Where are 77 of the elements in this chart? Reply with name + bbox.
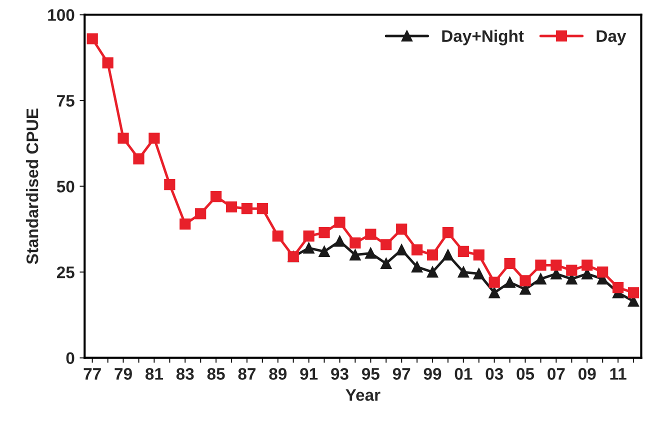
x-tick-label: 77	[84, 368, 101, 380]
point	[520, 275, 531, 286]
point	[365, 228, 376, 240]
point	[442, 227, 454, 238]
x-tick-label: 95	[362, 368, 380, 380]
point	[380, 239, 392, 250]
point	[86, 33, 98, 44]
point	[504, 276, 516, 288]
x-tick-label: 85	[207, 368, 225, 380]
y-axis-title: Standardised CPUE	[26, 108, 38, 264]
point	[350, 237, 361, 248]
y-tick-label: 50	[56, 180, 74, 192]
point	[396, 224, 408, 235]
y-tick-label: 75	[57, 95, 74, 107]
x-tick-label: 83	[176, 368, 194, 380]
point	[473, 249, 484, 260]
x-tick-label: 07	[548, 368, 565, 380]
point	[396, 244, 408, 256]
point	[256, 203, 268, 214]
point	[365, 248, 376, 259]
legend-label: Day+Night	[442, 30, 524, 46]
point	[550, 260, 562, 271]
point	[488, 276, 500, 288]
y-tick-label: 0	[66, 352, 74, 364]
x-tick-label: 81	[145, 368, 164, 380]
point	[164, 179, 176, 190]
x-tick-label: 79	[114, 368, 132, 380]
x-tick-label: 87	[238, 368, 256, 380]
point	[612, 282, 624, 294]
point	[118, 132, 129, 144]
x-tick-label: 09	[578, 368, 596, 380]
point	[210, 191, 222, 202]
x-tick-label: 99	[424, 368, 442, 380]
x-tick-label: 91	[300, 368, 318, 380]
point	[566, 264, 578, 276]
point	[380, 258, 392, 270]
point	[241, 203, 253, 214]
y-tick-label: 100	[48, 9, 74, 21]
point	[426, 266, 438, 278]
point	[180, 218, 191, 230]
point	[411, 244, 423, 256]
point	[318, 227, 330, 238]
point	[303, 230, 314, 242]
point	[597, 266, 608, 278]
point	[195, 208, 206, 220]
point	[303, 242, 314, 254]
point	[334, 216, 346, 228]
point	[535, 273, 546, 284]
x-tick-label: 05	[516, 368, 534, 380]
point	[458, 246, 469, 258]
point	[133, 153, 144, 164]
x-tick-label: 97	[392, 368, 410, 380]
point	[628, 287, 640, 298]
x-tick-label: 93	[331, 368, 348, 380]
point	[350, 249, 361, 260]
x-tick-label: 89	[269, 368, 287, 380]
point	[473, 268, 484, 280]
x-tick-label: 11	[610, 368, 626, 380]
point	[582, 260, 593, 271]
point	[535, 260, 546, 271]
x-tick-label: 01	[454, 368, 472, 380]
x-axis-title: Year	[346, 389, 380, 401]
point	[504, 258, 516, 270]
point	[442, 249, 454, 260]
point	[458, 266, 469, 278]
y-tick-label: 25	[56, 266, 74, 278]
point	[148, 132, 160, 144]
x-tick-label: 03	[486, 368, 504, 380]
point	[488, 287, 500, 298]
point	[411, 261, 423, 272]
point	[226, 201, 238, 212]
point	[102, 57, 114, 68]
point	[334, 236, 346, 247]
point	[318, 246, 330, 258]
point	[426, 249, 438, 260]
point	[272, 230, 284, 242]
legend-label: Day	[596, 30, 626, 46]
